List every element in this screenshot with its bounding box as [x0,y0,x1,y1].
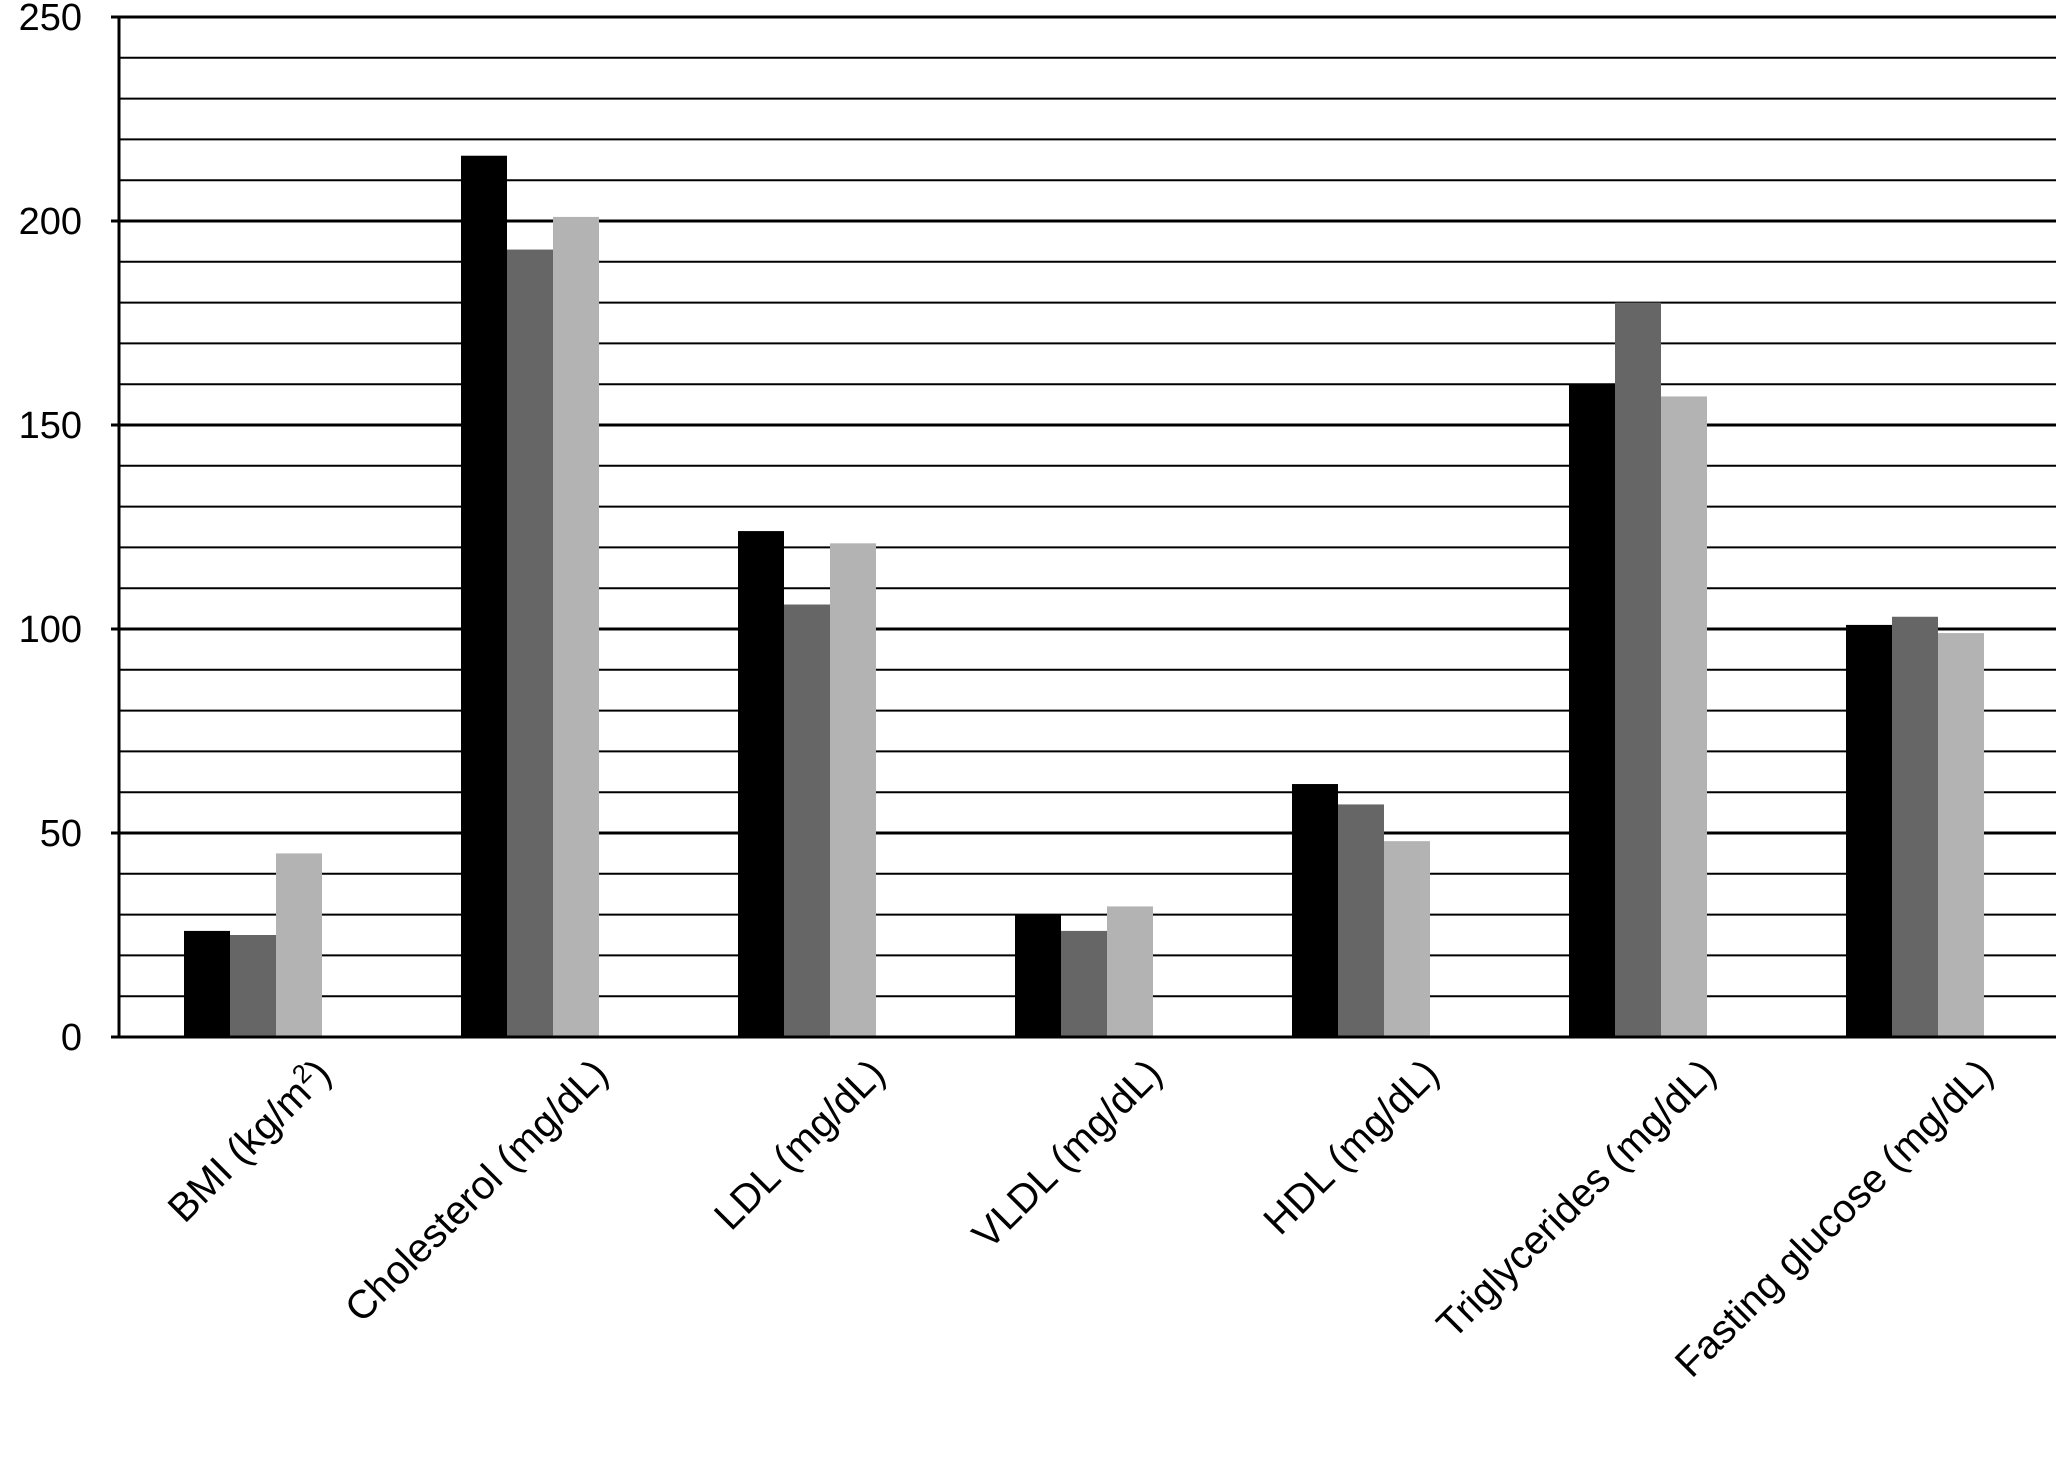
x-category-label: BMI (kg/m2) [157,1048,339,1230]
gridlines [119,15,2056,998]
y-tick-label: 0 [61,1017,82,1059]
bar [276,853,322,1037]
bar [507,249,553,1037]
bar [1846,624,1892,1037]
x-category-label: HDL (mg/dL) [1255,1051,1447,1243]
bar [1107,906,1153,1037]
axes [111,15,2056,1039]
x-category-labels: BMI (kg/m2)Cholesterol (mg/dL) LDL (mg/dL… [157,1048,2001,1385]
bar [1015,914,1061,1037]
x-category-label: Cholesterol (mg/dL) [337,1051,616,1330]
bar [1892,616,1938,1037]
y-tick-label: 100 [19,609,82,651]
bar [1615,302,1661,1038]
bar [1292,784,1338,1037]
bar [1338,804,1384,1037]
y-tick-label: 150 [19,405,82,447]
bar [1569,384,1615,1037]
bars [184,155,1984,1038]
y-tick-label: 50 [40,813,82,855]
bar [230,935,276,1037]
bar [461,155,507,1038]
bar [1384,841,1430,1037]
bar [830,543,876,1037]
bar [1938,633,1984,1037]
x-category-label: Fasting glucose (mg/dL) [1667,1051,2002,1386]
bar [553,216,599,1038]
bar [1661,396,1707,1037]
x-category-label: Triglycerides (mg/dL) [1429,1051,1725,1347]
x-category-label: VLDL (mg/dL) [964,1051,1170,1257]
y-tick-label: 200 [19,201,82,243]
y-tick-labels: 0 50 100 150 200 250 [19,0,82,1059]
bar [184,930,230,1037]
bar [784,604,830,1037]
y-tick-label: 250 [19,0,82,39]
bar [1061,930,1107,1037]
bar [738,531,784,1037]
x-category-label: LDL (mg/dL) [706,1051,893,1238]
